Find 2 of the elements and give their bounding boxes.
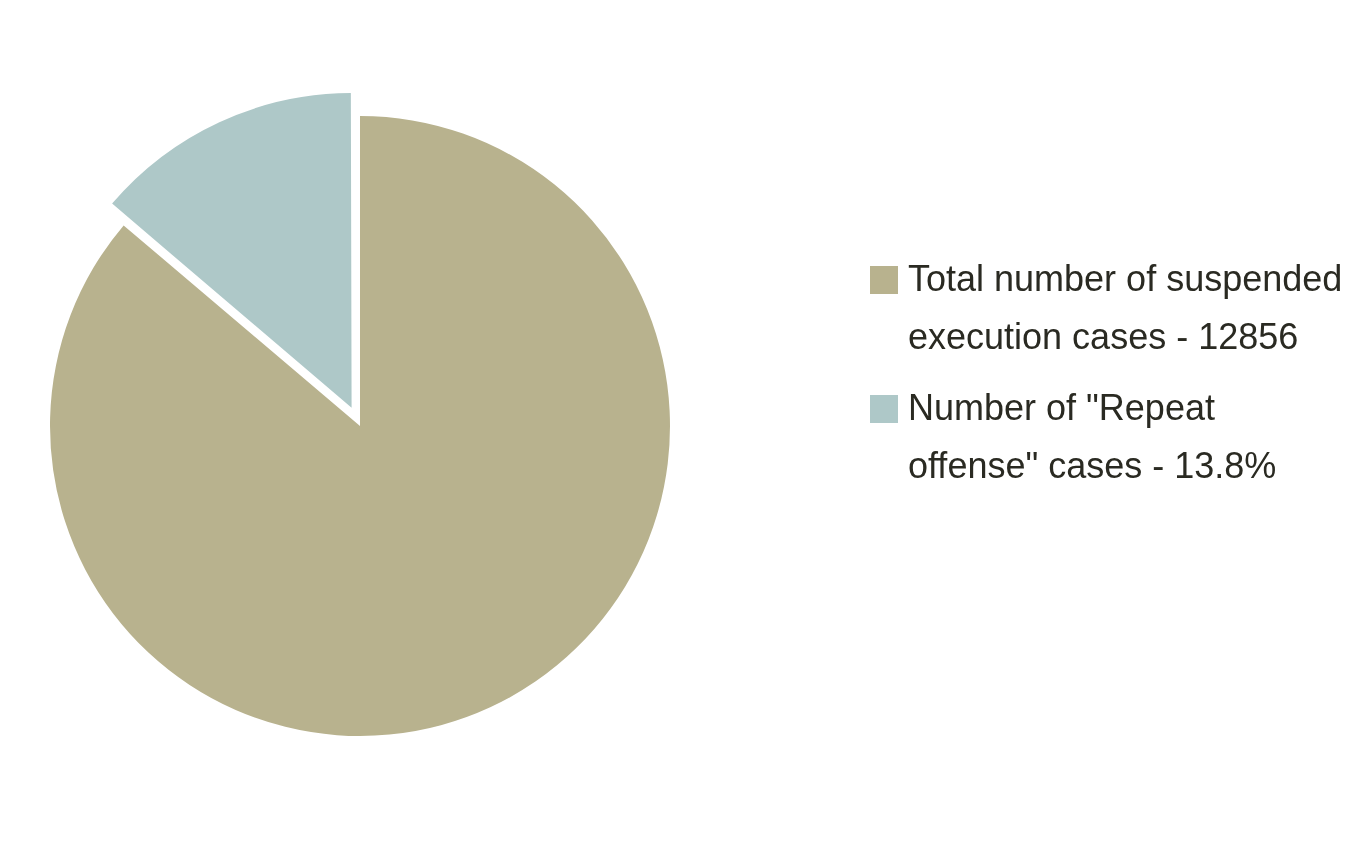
legend-label: Number of "Repeat offense" cases - 13.8% bbox=[908, 386, 1278, 488]
legend-label: Total number of suspended execution cases - 12856 bbox=[908, 257, 1344, 359]
